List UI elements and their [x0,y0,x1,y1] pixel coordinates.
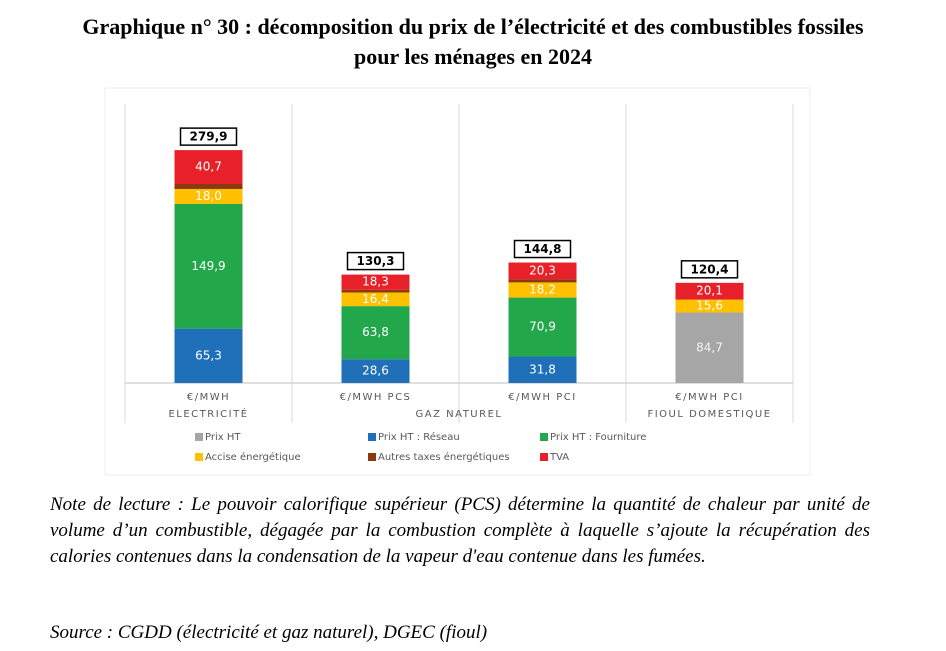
legend-swatch [368,453,376,461]
data-label: 15,6 [696,299,723,313]
reading-note: Note de lecture : Le pouvoir calorifique… [50,494,870,567]
data-label: 20,3 [529,263,556,277]
total-label: 144,8 [524,242,562,256]
bar-segment [341,359,410,383]
x-tick-label: €/MWH PCI [508,392,576,403]
bar-segment [174,203,243,329]
total-box [346,251,405,271]
legend-swatch [195,433,203,441]
bar-segment [675,282,744,300]
data-label: 28,6 [362,364,389,378]
legend-label: Accise énergétique [205,451,301,463]
data-label: 18,2 [529,282,556,296]
legend-swatch [540,453,548,461]
data-label: 40,7 [195,160,222,174]
legend-label: TVA [549,452,569,463]
bar-segment [174,328,243,383]
legend-label: Prix HT : Fourniture [550,432,646,443]
total-label: 279,9 [190,130,228,144]
legend-label: Prix HT [205,432,241,443]
data-label: 20,1 [696,284,723,298]
bar-segment [174,188,243,204]
bar-segment [174,183,243,189]
data-label: 84,7 [696,340,723,354]
x-tick-label: €/MWH PCS [340,392,412,403]
legend-label: Autres taxes énergétiques [378,451,510,463]
data-label: 70,9 [529,320,556,334]
bar-segment [508,279,577,283]
x-tick-label: €/MWH [187,392,230,403]
bar-segment [675,299,744,313]
bar-segment [341,306,410,360]
bar-segment [508,262,577,280]
total-box [513,239,572,259]
legend-label: Prix HT : Réseau [378,431,460,443]
bar-segment [675,312,744,383]
total-box [179,127,238,146]
bar-segment [508,282,577,298]
total-label: 130,3 [357,254,395,268]
data-label: 31,8 [529,362,556,376]
group-label: ELECTRICITÉ [168,407,248,420]
data-label: 149,9 [191,259,225,273]
data-label: 63,8 [362,325,389,339]
chart: €/MWH €/MWH PCS €/MWH PCI €/MWH PCI ELECTRIC… [104,87,811,476]
total-label: 120,4 [691,262,729,276]
bar-segment [341,292,410,307]
data-label: 65,3 [195,348,222,362]
bar-segment [174,150,243,184]
bar-segment [341,289,410,293]
data-label: 18,3 [362,275,389,289]
legend-swatch [195,453,203,461]
data-label: 16,4 [362,292,389,306]
source: Source : CGDD (électricité et gaz nature… [50,622,488,643]
total-box [680,260,739,279]
group-label: GAZ NATUREL [416,409,503,420]
bar-segment [341,274,410,290]
bar-segment [508,356,577,383]
x-tick-label: €/MWH PCI [675,392,743,403]
legend-swatch [368,433,376,441]
bar-segment [508,297,577,357]
legend-swatch [540,433,548,441]
data-label: 18,0 [195,189,222,203]
group-label: FIOUL DOMESTIQUE [647,409,771,420]
chart-title: Graphique n° 30 : décomposition du prix … [82,14,864,69]
